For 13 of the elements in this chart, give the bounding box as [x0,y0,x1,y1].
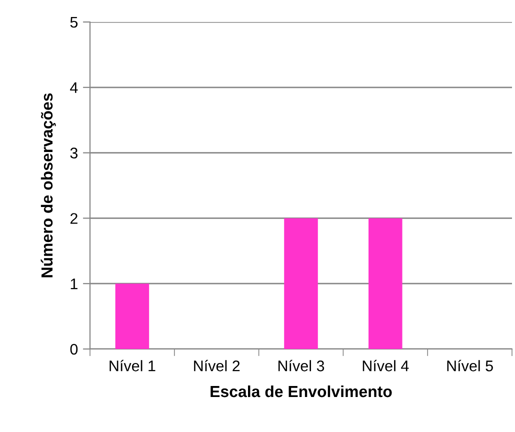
x-tick-label: Nível 3 [278,360,324,372]
x-tick-label: Nível 5 [447,360,493,372]
x-tick-label: Nível 2 [194,360,240,372]
y-axis-title: Número de observações [40,93,56,278]
y-tick-label: 0 [70,344,78,355]
y-tick-label: 3 [70,148,78,158]
y-tick-label: 1 [70,278,78,290]
x-axis-title: Escala de Envolvimento [210,385,392,398]
x-tick-label: Nível 1 [110,360,156,372]
y-tick-label: 4 [70,82,78,93]
x-tick-label: Nível 4 [362,360,409,372]
y-tick-label: 2 [70,213,78,224]
y-tick-label: 5 [70,17,78,28]
